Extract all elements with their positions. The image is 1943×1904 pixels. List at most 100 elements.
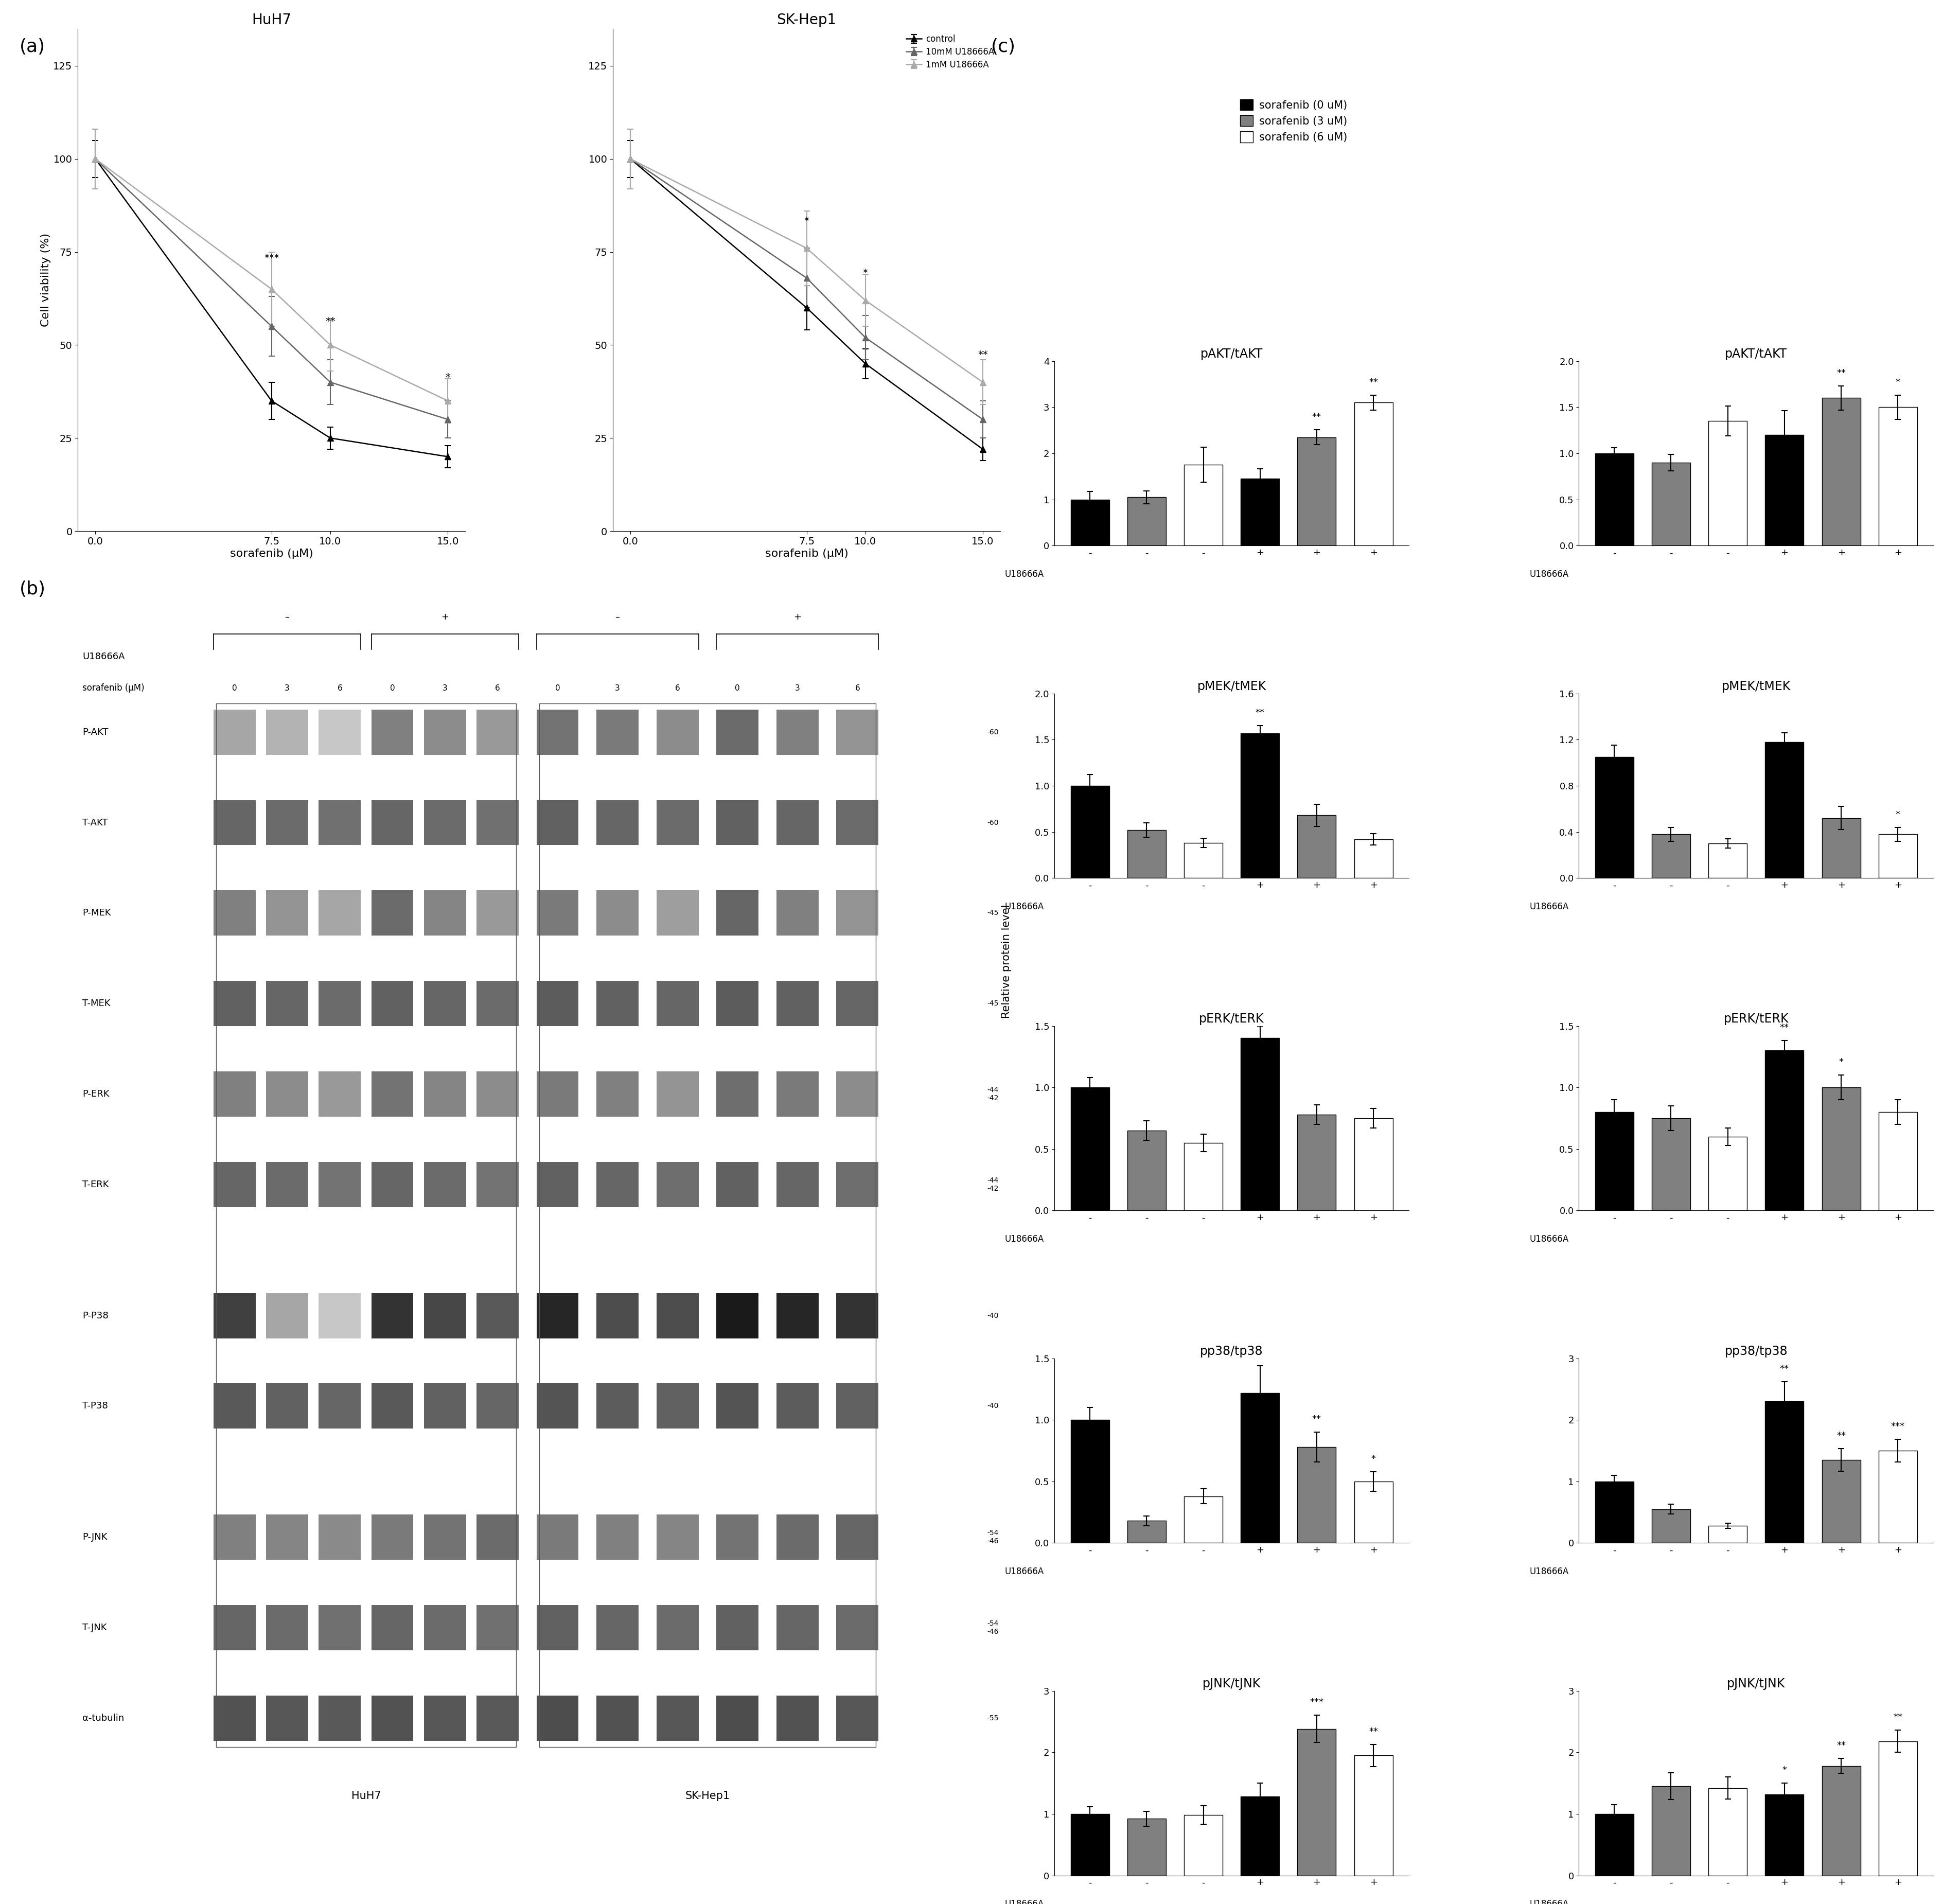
Bar <box>657 1514 699 1559</box>
Bar <box>1879 1112 1918 1211</box>
Bar <box>1595 758 1634 878</box>
Text: –: – <box>616 613 620 621</box>
Bar <box>1127 830 1166 878</box>
Bar <box>1183 465 1222 546</box>
Text: +: + <box>793 613 801 621</box>
Bar <box>1298 1729 1337 1875</box>
Bar <box>476 1605 519 1651</box>
Text: **: ** <box>977 350 987 360</box>
Bar <box>476 1072 519 1116</box>
Bar <box>657 1293 699 1339</box>
Bar <box>717 1696 758 1740</box>
Bar <box>266 1605 309 1651</box>
Text: **: ** <box>1255 708 1265 718</box>
Bar <box>835 800 878 845</box>
Bar <box>1127 1521 1166 1542</box>
Text: *: * <box>1896 809 1900 819</box>
Title: pMEK/tMEK: pMEK/tMEK <box>1721 680 1791 693</box>
Bar <box>1242 733 1278 878</box>
Bar <box>1298 1114 1337 1211</box>
Text: U18666A: U18666A <box>1005 902 1043 912</box>
Bar <box>1127 1131 1166 1211</box>
Bar <box>214 1072 256 1116</box>
Bar <box>1183 843 1222 878</box>
Bar <box>1242 478 1278 546</box>
Bar <box>1879 1742 1918 1875</box>
Text: **: ** <box>1836 367 1846 377</box>
Bar <box>777 800 818 845</box>
Bar <box>536 1293 579 1339</box>
Bar <box>1764 1401 1803 1542</box>
Text: 6: 6 <box>674 684 680 691</box>
Bar <box>1764 1051 1803 1211</box>
Bar <box>476 981 519 1026</box>
Bar <box>266 1072 309 1116</box>
Bar <box>835 1696 878 1740</box>
Bar <box>1652 1118 1690 1211</box>
Bar <box>1183 1142 1222 1211</box>
Bar <box>777 891 818 935</box>
Text: **: ** <box>1836 1740 1846 1750</box>
Bar <box>266 710 309 754</box>
Text: *: * <box>1372 1455 1376 1464</box>
Bar <box>476 1161 519 1207</box>
Y-axis label: Cell viability (%): Cell viability (%) <box>41 232 51 327</box>
Bar <box>371 1384 414 1428</box>
Text: U18666A: U18666A <box>1529 1900 1568 1904</box>
Text: +: + <box>441 613 449 621</box>
Bar <box>835 1605 878 1651</box>
Bar <box>1354 1481 1393 1542</box>
Bar <box>1823 1765 1861 1875</box>
Bar <box>266 1161 309 1207</box>
Text: -45: -45 <box>987 1000 999 1007</box>
Bar <box>717 800 758 845</box>
Bar <box>597 1696 639 1740</box>
Bar <box>319 800 361 845</box>
Bar <box>371 1293 414 1339</box>
Bar <box>1764 1794 1803 1875</box>
Title: pp38/tp38: pp38/tp38 <box>1725 1344 1788 1358</box>
Bar <box>1823 1087 1861 1211</box>
Bar <box>597 1605 639 1651</box>
Text: 3: 3 <box>286 684 290 691</box>
Title: pERK/tERK: pERK/tERK <box>1199 1013 1265 1024</box>
Text: (a): (a) <box>19 38 45 55</box>
Text: HuH7: HuH7 <box>352 1792 381 1801</box>
Bar <box>1708 1788 1747 1875</box>
Bar <box>657 800 699 845</box>
Bar <box>1879 407 1918 546</box>
Text: 6: 6 <box>338 684 342 691</box>
Title: pJNK/tJNK: pJNK/tJNK <box>1727 1677 1786 1689</box>
Text: *: * <box>1896 377 1900 387</box>
Title: pp38/tp38: pp38/tp38 <box>1201 1344 1263 1358</box>
Bar <box>214 1161 256 1207</box>
Text: -55: -55 <box>987 1714 999 1721</box>
Text: 3: 3 <box>795 684 801 691</box>
Title: pAKT/tAKT: pAKT/tAKT <box>1201 348 1263 360</box>
Text: U18666A: U18666A <box>1005 1234 1043 1243</box>
Text: U18666A: U18666A <box>82 651 124 661</box>
Bar <box>1298 438 1337 546</box>
Bar <box>777 1605 818 1651</box>
Text: *: * <box>863 268 869 278</box>
Text: (b): (b) <box>19 581 47 598</box>
Bar <box>657 891 699 935</box>
Text: P-MEK: P-MEK <box>82 908 111 918</box>
Bar <box>777 1696 818 1740</box>
Bar <box>319 1384 361 1428</box>
Bar <box>1652 1786 1690 1875</box>
Text: 0: 0 <box>231 684 237 691</box>
Bar <box>214 1696 256 1740</box>
Text: -44
-42: -44 -42 <box>987 1085 999 1102</box>
Bar <box>424 981 466 1026</box>
Bar <box>319 1514 361 1559</box>
Text: *: * <box>804 215 808 227</box>
Text: 3: 3 <box>443 684 447 691</box>
Bar <box>536 1072 579 1116</box>
Bar <box>216 703 517 1748</box>
Bar <box>214 981 256 1026</box>
Text: P-AKT: P-AKT <box>82 727 109 737</box>
Title: pJNK/tJNK: pJNK/tJNK <box>1203 1677 1261 1689</box>
Bar <box>536 1605 579 1651</box>
Bar <box>777 1161 818 1207</box>
